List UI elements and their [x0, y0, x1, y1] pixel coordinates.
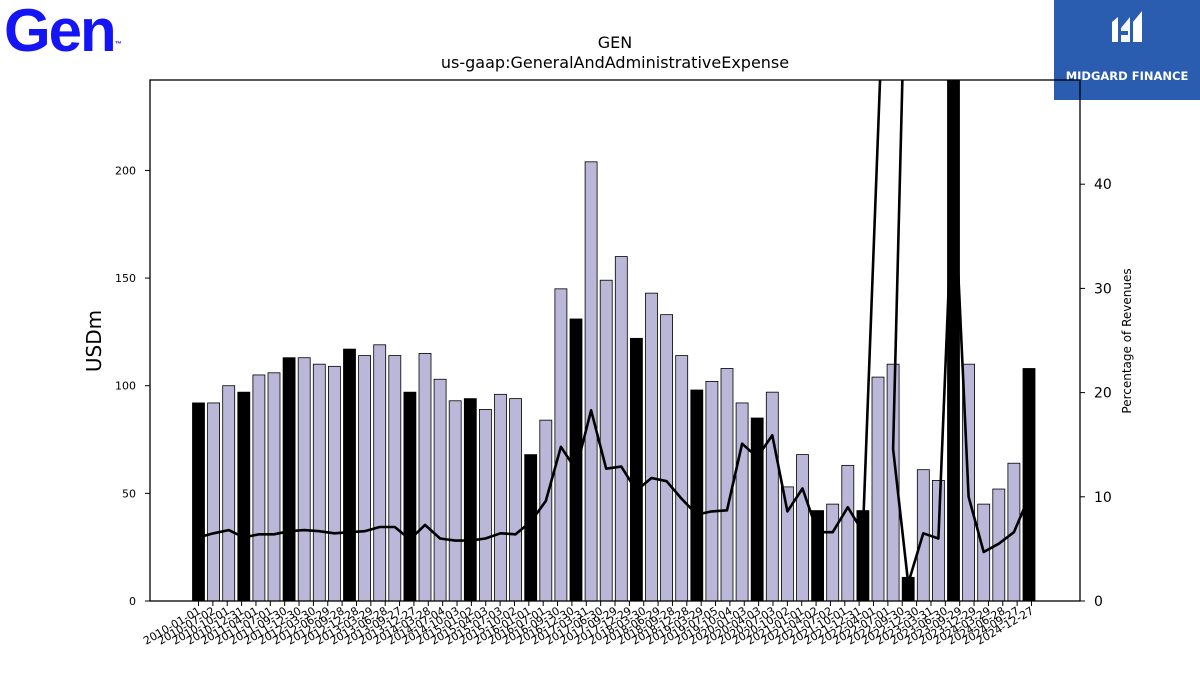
bar	[494, 393, 507, 602]
percentage-line-series	[198, 80, 1031, 585]
gen-logo-trademark: ™	[114, 41, 122, 48]
bar	[932, 480, 945, 602]
bar	[327, 365, 341, 602]
bar	[373, 344, 387, 602]
chart-subtitle: us-gaap:GeneralAndAdministrativeExpense	[441, 53, 789, 72]
bar	[675, 355, 689, 602]
bar	[207, 402, 221, 602]
bar	[478, 408, 492, 602]
x-axis-ticks: 2010-01-012010-07-022010-10-012010-12-31…	[141, 601, 1036, 648]
bar	[433, 378, 447, 602]
y-tick-label: 50	[122, 487, 136, 500]
bar	[826, 503, 840, 602]
bar	[463, 398, 477, 602]
bar	[222, 385, 236, 602]
midgard-logo-text: MIDGARD FINANCE	[1065, 69, 1189, 83]
bar	[735, 402, 749, 602]
bar	[252, 374, 266, 602]
bar	[765, 391, 779, 602]
y2-axis-label: Percentage of Revenues	[1120, 268, 1134, 413]
bar	[1022, 368, 1036, 602]
bar	[192, 402, 205, 602]
bar-series	[192, 79, 1036, 602]
bar	[720, 368, 734, 602]
bar	[841, 464, 855, 602]
bar	[554, 288, 568, 602]
bar	[569, 318, 583, 602]
bar	[358, 355, 372, 602]
bar	[690, 389, 704, 602]
bar	[796, 454, 809, 602]
y2-tick-label: 30	[1094, 281, 1112, 297]
bar	[509, 398, 523, 602]
bar	[599, 279, 613, 602]
y-tick-label: 0	[129, 595, 136, 608]
bar	[947, 79, 960, 602]
bar	[448, 400, 462, 602]
y2-tick-label: 40	[1094, 177, 1112, 193]
bar	[237, 391, 251, 602]
bar	[871, 376, 885, 602]
bar	[539, 419, 553, 602]
bar	[418, 353, 432, 602]
bar	[282, 357, 296, 602]
bar	[388, 355, 402, 602]
y2-tick-label: 0	[1094, 594, 1103, 610]
bar	[811, 510, 824, 602]
y2-tick-label: 20	[1094, 386, 1112, 402]
y-tick-label: 100	[115, 380, 136, 393]
gen-logo-text: Gen	[4, 0, 117, 64]
y2-axis-ticks: 0 10 20 30 40	[1080, 177, 1112, 610]
gen-logo: Gen™	[4, 0, 122, 62]
bar	[630, 337, 643, 602]
bar	[645, 292, 658, 602]
y-tick-label: 150	[115, 272, 136, 285]
midgard-finance-logo: MIDGARD FINANCE	[1054, 0, 1200, 100]
y2-tick-label: 10	[1094, 490, 1112, 506]
bar	[705, 381, 719, 602]
y-axis-ticks: 0 50 100 150 200	[115, 164, 150, 608]
bar	[343, 348, 356, 602]
bar	[297, 357, 311, 602]
bar	[584, 161, 598, 602]
bar	[524, 454, 538, 602]
bar	[312, 363, 326, 602]
y-tick-label: 200	[115, 164, 136, 177]
chart-title: GEN	[598, 33, 632, 52]
midgard-emblem-icon	[1112, 11, 1142, 42]
bar	[403, 391, 417, 602]
bar	[660, 314, 673, 602]
bar	[750, 417, 764, 602]
bar	[267, 372, 281, 602]
bar	[614, 256, 628, 602]
y-axis-label: USDm	[82, 310, 106, 372]
